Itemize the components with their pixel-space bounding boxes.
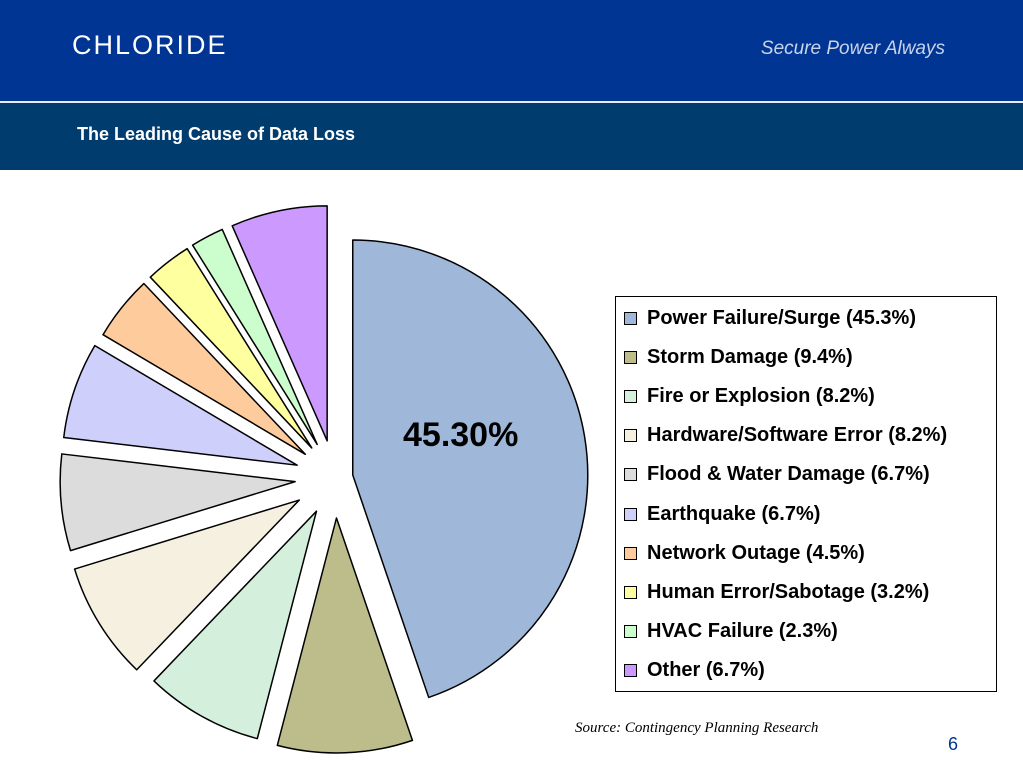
legend-swatch [624,429,637,443]
legend-label: Earthquake (6.7%) [647,502,821,525]
pie-slice [352,239,589,699]
legend-label: Storm Damage (9.4%) [647,345,853,368]
pie-slice [73,499,301,671]
legend-item: Network Outage (4.5%) [624,541,865,565]
pie-slice [149,247,313,449]
legend-swatch [624,468,637,482]
legend-item: Flood & Water Damage (6.7%) [624,463,930,487]
legend-swatch [624,664,637,678]
legend-item: Hardware/Software Error (8.2%) [624,424,947,448]
chart-legend: Power Failure/Surge (45.3%) Storm Damage … [615,296,997,692]
legend-label: HVAC Failure (2.3%) [647,620,838,643]
legend-label: Human Error/Sabotage (3.2%) [647,580,930,603]
header-divider [0,101,1023,103]
pie-slice [231,205,328,442]
pie-slice [276,517,414,754]
legend-swatch [624,311,637,325]
legend-swatch [624,507,637,521]
pie-slice [191,228,318,446]
pie-slice [153,510,318,740]
legend-label: Power Failure/Surge (45.3%) [647,306,916,329]
title-band: The Leading Cause of Data Loss [0,103,1023,170]
legend-label: Hardware/Software Error (8.2%) [647,424,948,447]
legend-label: Network Outage (4.5%) [647,541,865,564]
legend-item: Earthquake (6.7%) [624,502,820,526]
legend-item: HVAC Failure (2.3%) [624,620,838,644]
legend-label: Other (6.7%) [647,659,765,682]
legend-swatch [624,389,637,403]
legend-label: Flood & Water Damage (6.7%) [647,463,930,486]
legend-item: Human Error/Sabotage (3.2%) [624,580,929,604]
pie-slice [59,453,296,552]
source-citation: Source: Contingency Planning Research [575,720,819,736]
header-band: CHLORIDE Secure Power Always [0,0,1023,101]
legend-swatch [624,546,637,560]
legend-item: Storm Damage (9.4%) [624,345,853,369]
legend-swatch [624,625,637,639]
slice-data-label: 45.30% [403,416,518,454]
legend-item: Other (6.7%) [624,659,765,683]
slide-title: The Leading Cause of Data Loss [77,124,356,144]
pie-slice [102,282,307,456]
legend-swatch [624,585,637,599]
tagline: Secure Power Always [760,38,945,59]
pie-slice [62,344,298,466]
legend-label: Fire or Explosion (8.2%) [647,384,875,407]
page-number: 6 [948,734,959,754]
company-logo: CHLORIDE [72,30,228,60]
legend-item: Fire or Explosion (8.2%) [624,384,875,408]
legend-item: Power Failure/Surge (45.3%) [624,306,916,330]
legend-swatch [624,350,637,364]
